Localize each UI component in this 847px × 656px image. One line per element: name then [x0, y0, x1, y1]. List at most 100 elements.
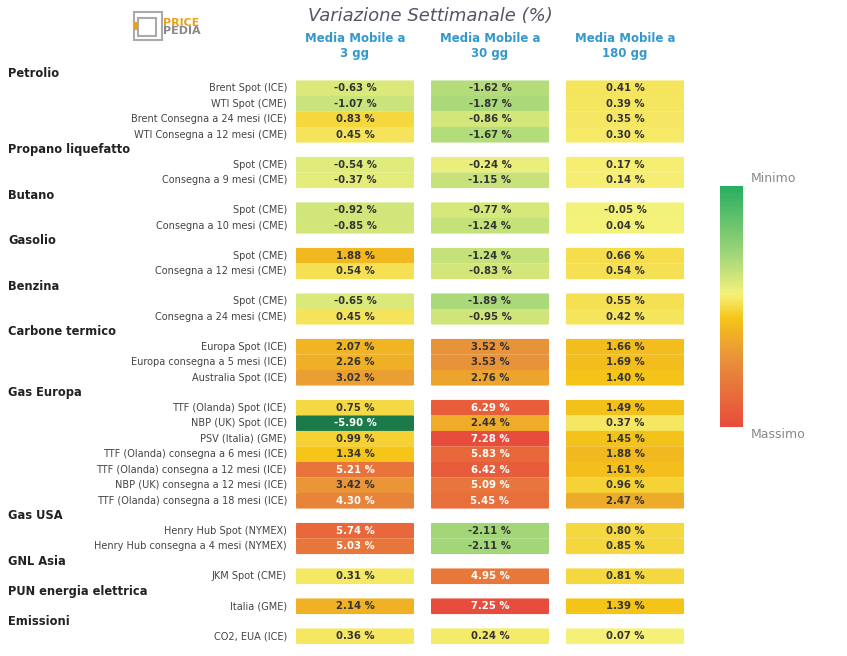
Bar — [720, 304, 743, 306]
Bar — [720, 312, 743, 314]
Bar — [720, 266, 743, 268]
Text: GNL Asia: GNL Asia — [8, 555, 66, 567]
Bar — [720, 325, 743, 327]
FancyBboxPatch shape — [431, 493, 549, 508]
FancyBboxPatch shape — [566, 523, 684, 539]
Bar — [720, 281, 743, 283]
Bar — [720, 230, 743, 232]
Bar — [720, 386, 743, 388]
FancyBboxPatch shape — [431, 462, 549, 478]
Text: 0.14 %: 0.14 % — [606, 175, 645, 185]
Text: Massimo: Massimo — [751, 428, 805, 440]
Bar — [720, 367, 743, 369]
Text: Consegna a 10 mesi (CME): Consegna a 10 mesi (CME) — [156, 221, 287, 231]
Text: PEDIA: PEDIA — [163, 26, 201, 36]
Bar — [720, 210, 743, 211]
Bar — [720, 322, 743, 323]
Text: 3.42 %: 3.42 % — [335, 480, 374, 490]
Bar — [720, 344, 743, 345]
Text: NBP (UK) Spot (ICE): NBP (UK) Spot (ICE) — [191, 419, 287, 428]
FancyBboxPatch shape — [431, 400, 549, 415]
Bar — [720, 406, 743, 408]
Bar — [720, 217, 743, 218]
Bar — [720, 327, 743, 328]
FancyBboxPatch shape — [431, 293, 549, 309]
FancyBboxPatch shape — [431, 339, 549, 355]
FancyBboxPatch shape — [566, 96, 684, 112]
FancyBboxPatch shape — [431, 523, 549, 539]
Bar — [720, 206, 743, 208]
Text: Media Mobile a
30 gg: Media Mobile a 30 gg — [440, 31, 540, 60]
Text: Emissioni: Emissioni — [8, 615, 69, 628]
Bar — [720, 193, 743, 194]
Bar — [720, 301, 743, 303]
FancyBboxPatch shape — [296, 96, 414, 112]
Bar — [720, 291, 743, 292]
Text: 2.76 %: 2.76 % — [471, 373, 509, 382]
Text: 2.44 %: 2.44 % — [471, 419, 509, 428]
FancyBboxPatch shape — [431, 447, 549, 462]
FancyBboxPatch shape — [431, 218, 549, 234]
Bar — [720, 357, 743, 358]
Text: 1.40 %: 1.40 % — [606, 373, 645, 382]
FancyBboxPatch shape — [566, 157, 684, 173]
Bar — [720, 351, 743, 352]
Bar — [720, 400, 743, 402]
FancyBboxPatch shape — [431, 598, 549, 614]
Bar — [720, 264, 743, 266]
FancyBboxPatch shape — [431, 309, 549, 325]
Bar — [720, 222, 743, 224]
Text: 0.31 %: 0.31 % — [335, 571, 374, 581]
FancyBboxPatch shape — [566, 447, 684, 462]
Text: WTI Consegna a 12 mesi (CME): WTI Consegna a 12 mesi (CME) — [134, 130, 287, 140]
Text: 0.42 %: 0.42 % — [606, 312, 645, 321]
Bar — [720, 413, 743, 415]
Text: -1.07 %: -1.07 % — [334, 99, 376, 109]
Bar — [720, 297, 743, 298]
FancyBboxPatch shape — [566, 112, 684, 127]
Bar — [720, 373, 743, 374]
Text: -1.15 %: -1.15 % — [468, 175, 512, 185]
FancyBboxPatch shape — [296, 447, 414, 462]
Bar — [720, 265, 743, 267]
Bar — [720, 201, 743, 203]
Bar — [720, 258, 743, 260]
Bar — [720, 262, 743, 264]
Bar — [720, 344, 743, 346]
Text: 5.83 %: 5.83 % — [471, 449, 509, 459]
Bar — [720, 314, 743, 315]
Text: Henry Hub Spot (NYMEX): Henry Hub Spot (NYMEX) — [164, 525, 287, 536]
Text: 5.09 %: 5.09 % — [471, 480, 509, 490]
Bar — [720, 328, 743, 329]
Bar — [720, 388, 743, 390]
FancyBboxPatch shape — [296, 415, 414, 431]
Bar — [720, 331, 743, 333]
Text: 3.52 %: 3.52 % — [471, 342, 509, 352]
Bar — [720, 337, 743, 338]
Text: TTF (Olanda) consegna a 12 mesi (ICE): TTF (Olanda) consegna a 12 mesi (ICE) — [97, 464, 287, 475]
Bar — [720, 274, 743, 276]
Bar — [720, 236, 743, 238]
Bar — [720, 399, 743, 401]
Text: 2.07 %: 2.07 % — [335, 342, 374, 352]
FancyBboxPatch shape — [566, 478, 684, 493]
FancyBboxPatch shape — [431, 81, 549, 96]
Bar — [720, 232, 743, 234]
Bar — [720, 333, 743, 335]
Text: -1.89 %: -1.89 % — [468, 297, 512, 306]
Bar — [720, 225, 743, 227]
Bar — [720, 311, 743, 313]
Text: -0.86 %: -0.86 % — [468, 114, 512, 124]
FancyBboxPatch shape — [566, 539, 684, 554]
FancyBboxPatch shape — [566, 339, 684, 355]
Bar — [720, 262, 743, 263]
FancyBboxPatch shape — [566, 218, 684, 234]
Bar — [720, 228, 743, 230]
Text: -1.87 %: -1.87 % — [468, 99, 512, 109]
Text: 1.61 %: 1.61 % — [606, 464, 645, 475]
Text: -0.05 %: -0.05 % — [604, 205, 646, 215]
Bar — [720, 389, 743, 391]
Text: Consegna a 9 mesi (CME): Consegna a 9 mesi (CME) — [162, 175, 287, 185]
Bar — [720, 200, 743, 201]
FancyBboxPatch shape — [296, 218, 414, 234]
